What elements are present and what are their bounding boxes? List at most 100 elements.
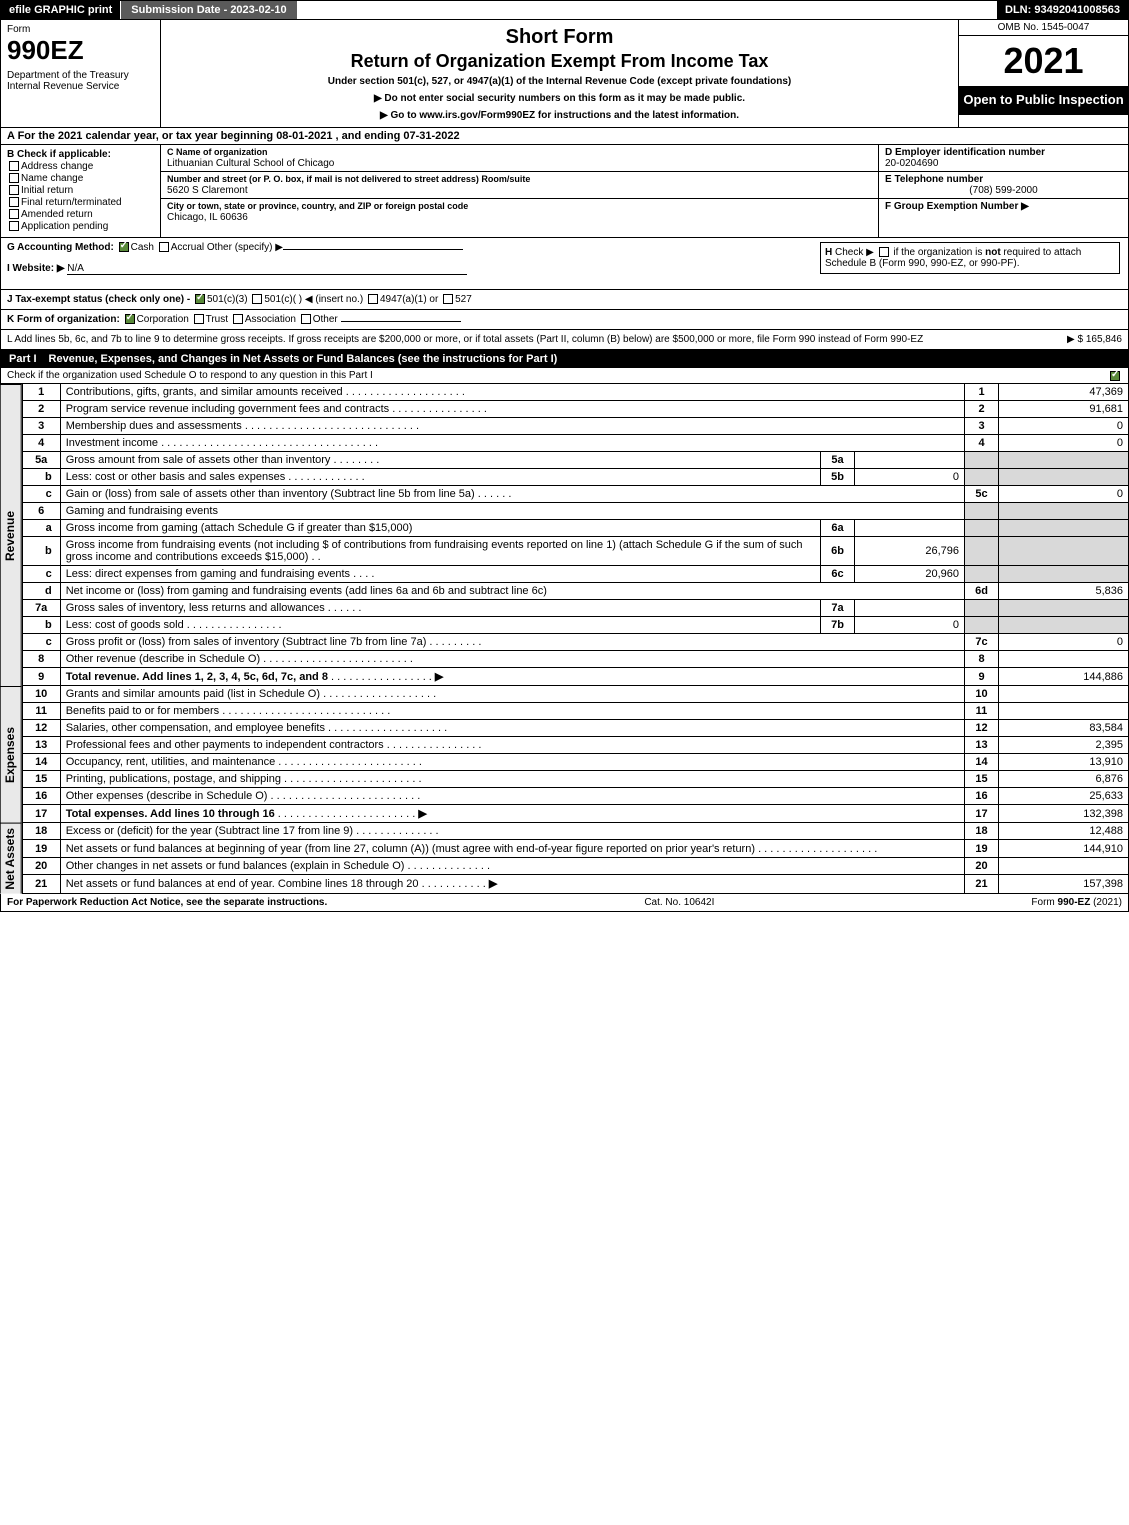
line-9: 9Total revenue. Add lines 1, 2, 3, 4, 5c… <box>22 668 1128 686</box>
d-ein-cell: D Employer identification number 20-0204… <box>879 145 1128 172</box>
e-phone-cell: E Telephone number (708) 599-2000 <box>879 172 1128 199</box>
line-10: 10Grants and similar amounts paid (list … <box>22 686 1128 703</box>
l20-value <box>999 857 1129 874</box>
expenses-table: 10Grants and similar amounts paid (list … <box>22 686 1129 823</box>
form-ref: Form 990-EZ (2021) <box>1031 897 1122 908</box>
section-g-h: G Accounting Method: Cash Accrual Other … <box>0 238 1129 290</box>
c-label: C Name of organization <box>167 147 268 157</box>
l19-value: 144,910 <box>999 840 1129 857</box>
l2-desc: Program service revenue including govern… <box>66 403 389 415</box>
k-other-input[interactable] <box>341 321 461 322</box>
g-cash: Cash <box>131 242 154 253</box>
org-address: 5620 S Claremont <box>167 185 248 196</box>
l5a-desc: Gross amount from sale of assets other t… <box>66 454 331 466</box>
j-501c3: 501(c)(3) <box>207 294 248 305</box>
cb-527[interactable] <box>443 294 453 304</box>
cb-application-pending[interactable]: Application pending <box>7 221 154 232</box>
cb-501c[interactable] <box>252 294 262 304</box>
section-k: K Form of organization: Corporation Trus… <box>0 310 1129 330</box>
l18-desc: Excess or (deficit) for the year (Subtra… <box>66 825 353 837</box>
netassets-table: 18Excess or (deficit) for the year (Subt… <box>22 823 1129 894</box>
l14-value: 13,910 <box>999 754 1129 771</box>
cb-name-change[interactable]: Name change <box>7 173 154 184</box>
part1-sub: Check if the organization used Schedule … <box>7 370 373 381</box>
l6a-value <box>855 520 965 537</box>
line-17: 17Total expenses. Add lines 10 through 1… <box>22 805 1128 823</box>
line-19: 19Net assets or fund balances at beginni… <box>22 840 1128 857</box>
block-b-c-d-e-f: B Check if applicable: Address change Na… <box>0 145 1129 238</box>
cb-schedule-o-used[interactable] <box>1110 371 1120 381</box>
l-amount: ▶ $ 165,846 <box>1059 334 1122 345</box>
e-label: E Telephone number <box>885 174 983 185</box>
l16-value: 25,633 <box>999 788 1129 805</box>
arrow-icon: ▶ <box>418 808 426 820</box>
line-5a: 5aGross amount from sale of assets other… <box>22 452 1128 469</box>
expenses-block: Expenses 10Grants and similar amounts pa… <box>0 686 1129 823</box>
cb-initial-return[interactable]: Initial return <box>7 185 154 196</box>
section-l: L Add lines 5b, 6c, and 7b to line 9 to … <box>0 330 1129 350</box>
l6b-desc: Gross income from fundraising events (no… <box>66 539 803 563</box>
l7c-desc: Gross profit or (loss) from sales of inv… <box>66 636 427 648</box>
cb-cash[interactable] <box>119 242 129 252</box>
line-14: 14Occupancy, rent, utilities, and mainte… <box>22 754 1128 771</box>
efile-print-label[interactable]: efile GRAPHIC print <box>1 1 120 19</box>
part1-header-wrap: Part I Revenue, Expenses, and Changes in… <box>0 350 1129 384</box>
line-6b: bGross income from fundraising events (n… <box>22 537 1128 566</box>
g-label: G Accounting Method: <box>7 242 114 253</box>
part1-title: Revenue, Expenses, and Changes in Net As… <box>49 353 558 365</box>
cb-association[interactable] <box>233 314 243 324</box>
l1-value: 47,369 <box>999 384 1129 401</box>
section-j: J Tax-exempt status (check only one) - 5… <box>0 290 1129 310</box>
l17-value: 132,398 <box>999 805 1129 823</box>
line-5b: bLess: cost or other basis and sales exp… <box>22 469 1128 486</box>
line-6a: aGross income from gaming (attach Schedu… <box>22 520 1128 537</box>
line-15: 15Printing, publications, postage, and s… <box>22 771 1128 788</box>
h-schedule-b-box: H Check ▶ if the organization is not req… <box>820 242 1120 274</box>
l10-desc: Grants and similar amounts paid (list in… <box>66 688 320 700</box>
org-city: Chicago, IL 60636 <box>167 212 248 223</box>
b-heading: B Check if applicable: <box>7 149 111 160</box>
revenue-table: 1Contributions, gifts, grants, and simil… <box>22 384 1129 686</box>
arrow-icon: ▶ <box>435 671 443 683</box>
part1-subtext: Check if the organization used Schedule … <box>1 368 1128 383</box>
form-number: 990EZ <box>7 35 154 66</box>
cb-4947[interactable] <box>368 294 378 304</box>
i-label: I Website: ▶ <box>7 263 65 274</box>
f-label: F Group Exemption Number ▶ <box>885 201 1029 212</box>
dln-label: DLN: 93492041008563 <box>997 1 1128 19</box>
g-other: Other (specify) ▶ <box>207 242 283 253</box>
j-501c: 501(c)( ) ◀ (insert no.) <box>264 294 363 305</box>
l4-value: 0 <box>999 435 1129 452</box>
line-6: 6Gaming and fundraising events <box>22 503 1128 520</box>
page-footer: For Paperwork Reduction Act Notice, see … <box>0 894 1129 912</box>
cb-final-return[interactable]: Final return/terminated <box>7 197 154 208</box>
goto-link-text[interactable]: ▶ Go to www.irs.gov/Form990EZ for instru… <box>171 110 948 121</box>
l6b-value: 26,796 <box>855 537 965 566</box>
line-4: 4Investment income . . . . . . . . . . .… <box>22 435 1128 452</box>
cb-not-required-schedule-b[interactable] <box>879 247 889 257</box>
k-assoc: Association <box>245 314 296 325</box>
l5c-desc: Gain or (loss) from sale of assets other… <box>66 488 475 500</box>
cb-amended-return[interactable]: Amended return <box>7 209 154 220</box>
part1-header: Part I Revenue, Expenses, and Changes in… <box>1 350 1128 368</box>
d-e-f-column: D Employer identification number 20-0204… <box>878 145 1128 237</box>
l9-value: 144,886 <box>999 668 1129 686</box>
l7b-value: 0 <box>855 617 965 634</box>
l6c-desc: Less: direct expenses from gaming and fu… <box>66 568 350 580</box>
l11-desc: Benefits paid to or for members <box>66 705 219 717</box>
cb-address-change[interactable]: Address change <box>7 161 154 172</box>
l19-desc: Net assets or fund balances at beginning… <box>66 843 755 855</box>
cb-trust[interactable] <box>194 314 204 324</box>
l21-desc: Net assets or fund balances at end of ye… <box>66 878 419 890</box>
cb-corporation[interactable] <box>125 314 135 324</box>
ssn-warning: ▶ Do not enter social security numbers o… <box>171 93 948 104</box>
g-other-input[interactable] <box>283 249 463 250</box>
submission-date-label: Submission Date - 2023-02-10 <box>120 1 297 19</box>
omb-number: OMB No. 1545-0047 <box>959 20 1128 36</box>
g-accrual: Accrual <box>171 242 204 253</box>
row-a-text: A For the 2021 calendar year, or tax yea… <box>7 130 460 142</box>
k-corp: Corporation <box>137 314 189 325</box>
cb-501c3[interactable] <box>195 294 205 304</box>
cb-accrual[interactable] <box>159 242 169 252</box>
cb-other-org[interactable] <box>301 314 311 324</box>
